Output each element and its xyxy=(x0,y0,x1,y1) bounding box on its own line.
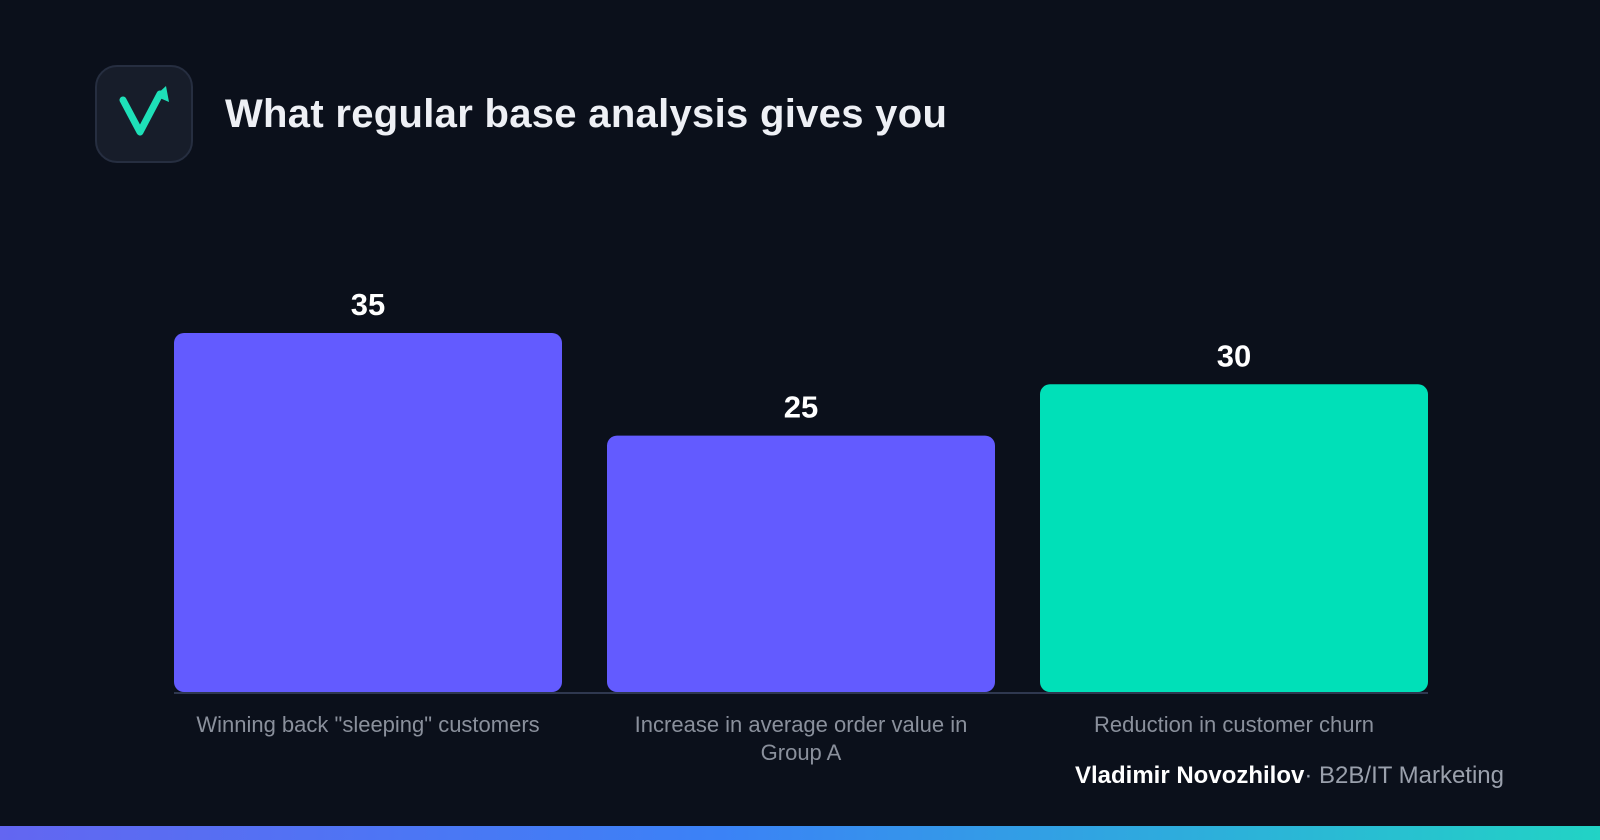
bar-value-label: 25 xyxy=(784,390,818,425)
bar-value-label: 30 xyxy=(1217,338,1251,373)
category-label: Winning back "sleeping" customers xyxy=(196,712,540,737)
logo xyxy=(95,65,193,163)
bar-1 xyxy=(174,333,562,692)
header: What regular base analysis gives you xyxy=(95,65,947,163)
separator: · xyxy=(1304,762,1313,789)
page-title: What regular base analysis gives you xyxy=(225,91,948,136)
accent-bar xyxy=(0,826,1600,840)
bar-value-label: 35 xyxy=(351,287,385,322)
bar-chart: 35 25 30 xyxy=(174,287,1428,694)
check-arrow-icon xyxy=(119,86,169,136)
bar-2 xyxy=(607,435,995,692)
category-label: Increase in average order value in Group… xyxy=(634,712,968,765)
category-label: Reduction in customer churn xyxy=(1093,712,1375,737)
footer-credit: Vladimir Novozhilov· B2B/IT Marketing xyxy=(1075,762,1504,790)
bar-3 xyxy=(1040,384,1428,692)
author-name: Vladimir Novozhilov xyxy=(1074,762,1305,789)
author-role: B2B/IT Marketing xyxy=(1319,762,1504,789)
